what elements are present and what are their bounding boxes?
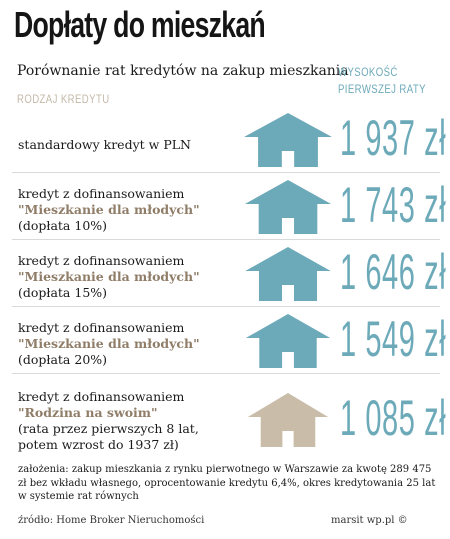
program-name: "Rodzina na swoim" xyxy=(18,405,158,420)
house-bar xyxy=(247,393,329,447)
loan-type-label: kredyt z dofinansowaniem "Mieszkanie dla … xyxy=(18,253,200,301)
loan-type-label: kredyt z dofinansowaniem "Mieszkanie dla … xyxy=(18,320,200,368)
installment-value: 1 549 zł xyxy=(340,311,447,367)
column-header-line-2: PIERWSZEJ RATY xyxy=(338,82,426,96)
row-divider xyxy=(12,172,440,173)
loan-type-line: kredyt z dofinansowaniem xyxy=(18,253,185,268)
house-bar xyxy=(244,113,332,167)
program-name: "Mieszkanie dla młodych" xyxy=(18,202,200,217)
house-bar xyxy=(245,314,331,368)
table-row: kredyt z dofinansowaniem "Mieszkanie dla … xyxy=(0,244,450,303)
loan-type-detail: potem wzrost do 1937 zł) xyxy=(18,437,179,452)
loan-type-line: kredyt z dofinansowaniem xyxy=(18,389,185,404)
house-shape xyxy=(245,247,331,301)
installment-value: 1 646 zł xyxy=(340,244,447,300)
house-shape xyxy=(244,113,332,167)
loan-type-line: kredyt z dofinansowaniem xyxy=(18,320,185,335)
house-bar xyxy=(245,247,331,301)
page-subtitle: Porównanie rat kredytów na zakup mieszka… xyxy=(17,63,349,79)
page-title: Dopłaty do mieszkań xyxy=(14,4,266,45)
loan-type-label: standardowy kredyt w PLN xyxy=(18,137,191,153)
column-header-first-installment: WYSOKOŚĆ PIERWSZEJ RATY xyxy=(338,64,450,98)
installment-value: 1 743 zł xyxy=(340,177,447,233)
table-row: kredyt z dofinansowaniem "Mieszkanie dla … xyxy=(0,177,450,236)
column-header-line-1: WYSOKOŚĆ xyxy=(338,65,398,79)
loan-type-line: standardowy kredyt w PLN xyxy=(18,137,191,152)
loan-type-label: kredyt z dofinansowaniem "Mieszkanie dla … xyxy=(18,186,200,234)
house-shape xyxy=(245,314,331,368)
row-divider xyxy=(12,306,440,307)
installment-value: 1 937 zł xyxy=(340,110,447,166)
house-shape xyxy=(247,393,329,447)
loan-type-label: kredyt z dofinansowaniem "Rodzina na swoi… xyxy=(18,389,199,453)
loan-type-detail: (dopłata 20%) xyxy=(18,352,108,367)
house-shape xyxy=(244,180,332,234)
table-row: kredyt z dofinansowaniem "Rodzina na swoi… xyxy=(0,385,450,453)
row-divider xyxy=(12,373,440,374)
loan-type-detail: (rata przez pierwszych 8 lat, xyxy=(18,421,199,436)
installment-value: 1 085 zł xyxy=(340,390,447,446)
program-name: "Mieszkanie dla młodych" xyxy=(18,269,200,284)
program-name: "Mieszkanie dla młodych" xyxy=(18,336,200,351)
assumptions-footnote: założenia: zakup mieszkania z rynku pier… xyxy=(18,464,436,502)
table-row: kredyt z dofinansowaniem "Mieszkanie dla … xyxy=(0,311,450,370)
table-row: standardowy kredyt w PLN 1 937 zł xyxy=(0,110,450,169)
brand-credit: marsit wp.pl © xyxy=(331,515,408,526)
loan-type-detail: (dopłata 15%) xyxy=(18,285,108,300)
source-note: źródło: Home Broker Nieruchomości xyxy=(18,515,205,526)
column-header-loan-type: RODZAJ KREDYTU xyxy=(17,92,110,106)
loan-type-detail: (dopłata 10%) xyxy=(18,218,108,233)
loan-type-line: kredyt z dofinansowaniem xyxy=(18,186,185,201)
row-divider xyxy=(12,239,440,240)
house-bar xyxy=(244,180,332,234)
